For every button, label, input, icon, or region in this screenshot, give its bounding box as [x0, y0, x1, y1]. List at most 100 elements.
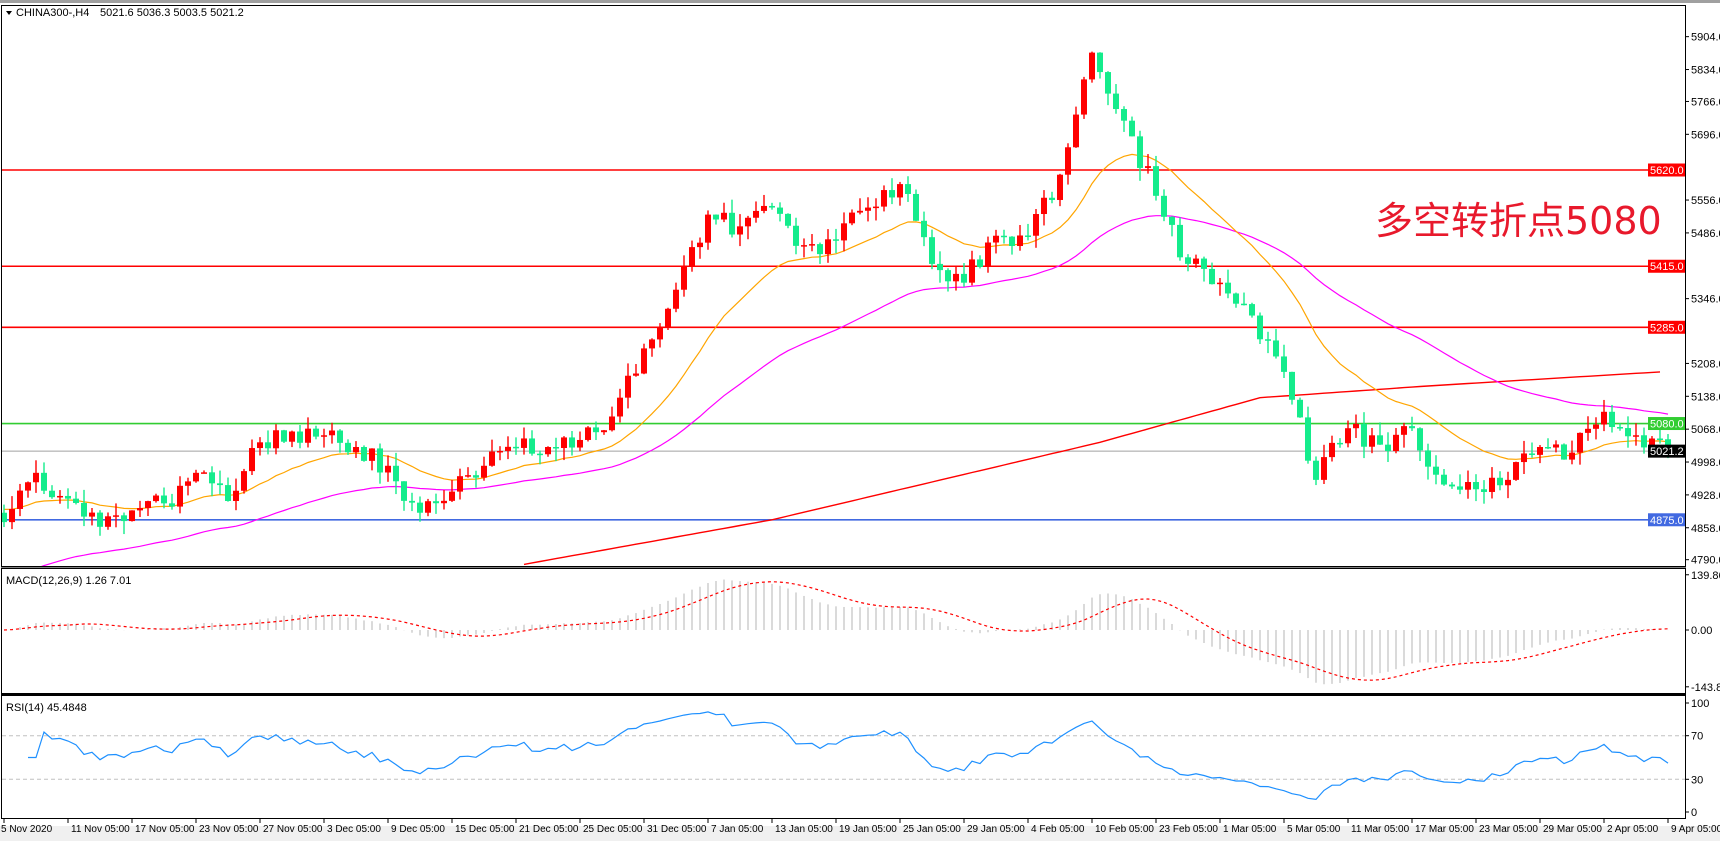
candle-body [1297, 399, 1303, 418]
time-tick-label: 17 Mar 05:00 [1415, 824, 1474, 835]
candle-body [689, 247, 695, 267]
candle-body [1585, 428, 1591, 433]
macd-tick-label: -143.82 [1691, 682, 1720, 694]
candle-body [441, 500, 447, 504]
candle-body [1201, 258, 1207, 269]
candle-body [1417, 428, 1423, 451]
candle-body [401, 481, 407, 501]
candle-body [1641, 435, 1647, 448]
window-top-border [0, 0, 1720, 3]
candle-body [521, 438, 527, 448]
candle-body [873, 206, 879, 209]
candle-body [1273, 340, 1279, 357]
candle-body [729, 212, 735, 235]
candle-body [1185, 257, 1191, 264]
time-tick-label: 17 Nov 05:00 [135, 824, 195, 835]
price-tick-label: 5208.0 [1691, 358, 1720, 370]
candle-body [1017, 235, 1023, 247]
candle-body [73, 498, 79, 503]
candle-body [1353, 423, 1359, 429]
candle-body [705, 214, 711, 243]
candle-body [1377, 435, 1383, 445]
candle-body [1481, 489, 1487, 492]
main-pane-frame [1, 5, 1686, 567]
candle-body [1369, 435, 1375, 447]
price-tick-label: 4928.0 [1691, 490, 1720, 502]
time-tick-label: 21 Dec 05:00 [519, 824, 579, 835]
candle-body [1625, 428, 1631, 437]
price-tick-label: 5696.0 [1691, 129, 1720, 141]
candle-body [161, 495, 167, 504]
time-tick-label: 9 Dec 05:00 [391, 824, 445, 835]
candle-body [113, 515, 119, 517]
time-tick-label: 11 Nov 05:00 [71, 824, 130, 835]
macd-tick-label: 139.86 [1691, 570, 1720, 582]
candle-body [1409, 426, 1415, 429]
candle-body [1361, 423, 1367, 447]
ma-fast-line [3, 153, 1669, 510]
candle-body [785, 213, 791, 226]
candle-body [97, 512, 103, 527]
candle-body [649, 339, 655, 349]
candle-body [1553, 444, 1559, 448]
candle-body [865, 207, 871, 211]
rsi-axis: 100 70 30 0 [1685, 698, 1709, 819]
candle-body [265, 442, 271, 449]
candle-body [393, 465, 399, 482]
candle-body [257, 442, 263, 449]
price-tick-label: 5904.0 [1691, 32, 1720, 44]
macd-pane-frame [1, 568, 1686, 694]
candle-body [1321, 457, 1327, 480]
candle-body [913, 193, 919, 221]
price-tick-label: 5834.0 [1691, 65, 1720, 77]
candle-body [1233, 293, 1239, 304]
candle-body [217, 483, 223, 486]
macd-indicator [3, 579, 1669, 685]
candle-body [585, 427, 591, 440]
candle-body [529, 438, 535, 454]
candle-body [753, 210, 759, 218]
candle-body [137, 508, 143, 511]
candle-body [1097, 52, 1103, 73]
candle-body [641, 348, 647, 374]
candle-body [833, 239, 839, 241]
candle-body [793, 225, 799, 246]
candle-body [1065, 147, 1071, 175]
candle-body [425, 501, 431, 513]
time-tick-label: 7 Jan 05:00 [711, 824, 764, 835]
candle-body [681, 266, 687, 290]
candle-body [737, 226, 743, 235]
time-tick-label: 3 Dec 05:00 [327, 824, 381, 835]
candle-body [1441, 474, 1447, 485]
candle-body [673, 289, 679, 309]
candle-body [1265, 339, 1271, 341]
symbol-label: CHINA300-,H4 [16, 7, 89, 19]
candle-body [1521, 453, 1527, 463]
candle-body [433, 501, 439, 504]
candle-body [1345, 428, 1351, 444]
candle-body [1089, 52, 1095, 80]
candle-body [1105, 72, 1111, 94]
candle-body [33, 472, 39, 483]
candle-body [1329, 442, 1335, 458]
candle-body [905, 184, 911, 194]
candle-body [945, 270, 951, 282]
macd-tick-label: 0.00 [1691, 625, 1712, 637]
triangle-down-icon[interactable] [6, 11, 12, 15]
candle-body [313, 428, 319, 437]
candle-body [577, 439, 583, 448]
ma-mid-line [41, 215, 1669, 566]
candle-body [1385, 444, 1391, 452]
candle-body [921, 220, 927, 238]
candle-body [745, 217, 751, 227]
candle-body [1633, 435, 1639, 437]
candle-body [1073, 114, 1079, 148]
time-tick-label: 4 Feb 05:00 [1031, 824, 1085, 835]
time-tick-label: 23 Feb 05:00 [1159, 824, 1218, 835]
candle-body [937, 263, 943, 271]
candle-body [289, 431, 295, 442]
price-tick-label: 5138.0 [1691, 391, 1720, 403]
candle-body [969, 259, 975, 283]
ma-slow-path [523, 371, 1661, 566]
